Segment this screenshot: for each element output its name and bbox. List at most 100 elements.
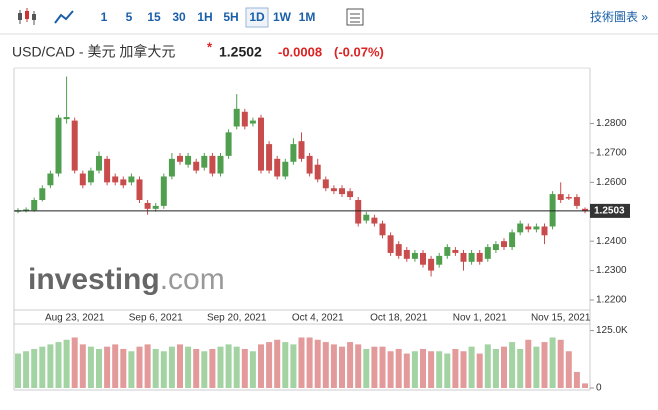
candle-body [565, 197, 572, 199]
volume-bar [96, 348, 102, 388]
candle-body [128, 176, 135, 183]
candle-body [282, 161, 289, 177]
candle-body [517, 223, 524, 233]
line-icon[interactable] [54, 10, 74, 24]
candle-body [112, 176, 119, 183]
volume-bar [282, 342, 289, 388]
candle-body [209, 155, 216, 174]
candle-body [557, 194, 564, 200]
volume-bar [55, 342, 62, 388]
candle-body [355, 200, 362, 224]
candle-body [23, 209, 30, 211]
y-tick-label: 1.2700 [596, 148, 627, 159]
candle-body [541, 226, 548, 236]
volume-bar [120, 348, 127, 388]
volume-bar [363, 348, 370, 388]
candle-body [249, 120, 256, 124]
candle-body [79, 173, 86, 186]
volume-bar [112, 344, 119, 388]
candle-body [444, 247, 451, 256]
candle-body [63, 117, 70, 120]
volume-bar [403, 353, 410, 388]
volume-bar [582, 383, 588, 388]
interval-button[interactable]: 1W [273, 10, 292, 24]
volume-bar [379, 346, 386, 388]
candle-body [120, 179, 127, 186]
interval-button[interactable]: 5 [126, 10, 133, 24]
volume-bar [15, 353, 21, 388]
candle-body [339, 188, 345, 195]
y-tick-label: 1.2300 [596, 265, 627, 276]
candle-body [492, 244, 499, 250]
volume-bar [468, 346, 475, 388]
candle-body [55, 117, 62, 174]
x-tick-label: Oct 4, 2021 [292, 313, 344, 324]
watermark-suffix: .com [160, 263, 225, 296]
volume-bar [241, 348, 248, 388]
volume-bar [152, 348, 159, 388]
watermark-brand: investing [28, 263, 160, 296]
candle-body [525, 226, 532, 230]
volume-bar [258, 344, 264, 388]
candle-body [144, 202, 151, 209]
candle-body [136, 179, 143, 200]
interval-button[interactable]: 30 [172, 10, 186, 24]
candle-body [314, 164, 321, 180]
candle-body [185, 155, 192, 165]
technical-chart-link[interactable]: 技術圖表 » [590, 10, 648, 24]
change: -0.0008 [278, 44, 322, 59]
change-percent: (-0.07%) [334, 44, 384, 59]
candle-body [582, 208, 588, 212]
candle-body [533, 226, 540, 230]
candle-body [322, 179, 329, 189]
volume-tick-label: 0 [596, 383, 602, 394]
candle-body [501, 241, 507, 248]
volume-bar [428, 351, 435, 388]
candle-body [168, 158, 175, 177]
volume-bar [209, 348, 216, 388]
y-tick-label: 1.2600 [596, 177, 627, 188]
interval-button[interactable]: 1 [101, 10, 108, 24]
candle-body [241, 111, 248, 127]
volume-bar [525, 339, 532, 388]
volume-bar [420, 348, 426, 388]
last-price-tag: 1.2503 [594, 206, 625, 217]
volume-bar [177, 344, 183, 388]
candle-body [298, 141, 305, 159]
candle-body [460, 252, 467, 262]
x-tick-label: Nov 15, 2021 [531, 313, 591, 324]
candle-body [47, 173, 54, 186]
volume-bar [565, 351, 572, 388]
watermark: investing.com [28, 263, 225, 296]
interval-button[interactable]: 1H [197, 10, 212, 24]
volume-bar [144, 344, 151, 388]
candle-icon[interactable] [18, 8, 36, 25]
interval-button[interactable]: 1D [249, 10, 265, 24]
candle-body [258, 117, 264, 171]
interval-button[interactable]: 1M [299, 10, 316, 24]
interval-button[interactable]: 5H [223, 10, 238, 24]
candle-body [403, 250, 410, 259]
volume-bar [233, 346, 240, 388]
settings-icon[interactable] [346, 8, 364, 26]
active-interval-box [245, 7, 269, 28]
volume-bar [557, 339, 564, 388]
volume-bar [63, 339, 70, 388]
volume-bar [541, 342, 548, 388]
y-tick-label: 1.2800 [596, 118, 627, 129]
candle-body [420, 252, 426, 265]
candle-body [468, 252, 475, 262]
candle-body [395, 244, 402, 256]
x-tick-label: Sep 20, 2021 [207, 313, 267, 324]
volume-bar [411, 351, 418, 388]
candle-body [201, 155, 208, 168]
interval-button[interactable]: 15 [147, 10, 161, 24]
last-price-tag-bg [590, 203, 630, 218]
candle-body [371, 217, 378, 224]
candle-body [274, 158, 281, 177]
volume-bar [573, 371, 580, 388]
candle-body [436, 255, 443, 265]
candle-body [152, 205, 159, 209]
candle-body [573, 197, 580, 206]
candle-body [290, 144, 297, 162]
